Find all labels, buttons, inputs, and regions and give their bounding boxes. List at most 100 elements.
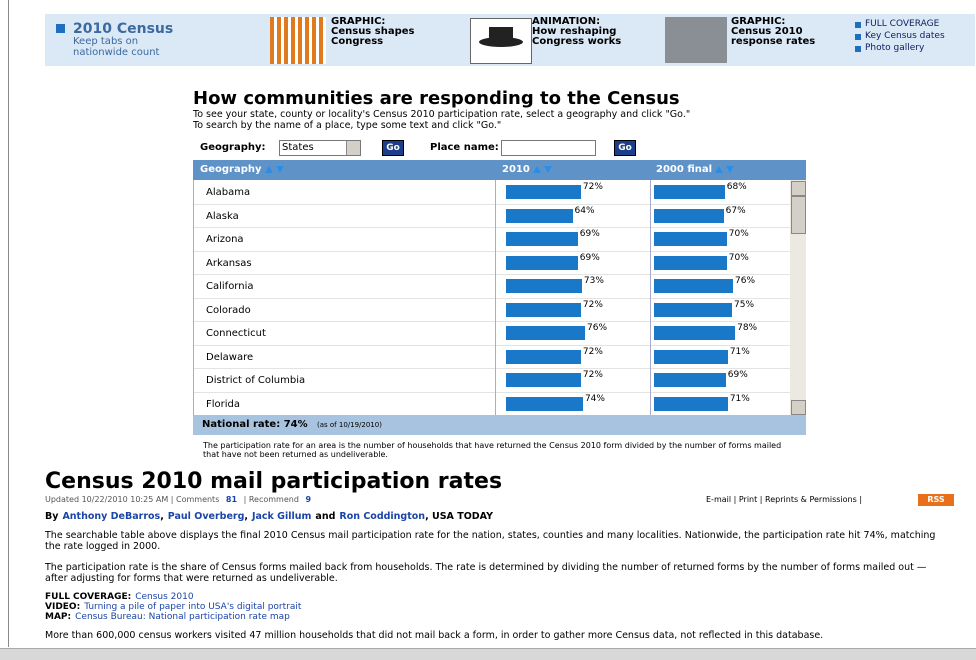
author-link[interactable]: Jack Gillum <box>252 511 311 522</box>
status-strip <box>0 648 976 660</box>
author-link[interactable]: Ron Coddington <box>339 511 425 522</box>
nav-link[interactable]: Photo gallery <box>865 43 924 54</box>
col-divider <box>650 180 651 204</box>
go-button[interactable]: Go <box>382 140 404 156</box>
recommend-label[interactable]: | Recommend <box>244 495 299 504</box>
column-title: 2010 <box>502 164 530 175</box>
byline-text: , USA TODAY <box>425 511 493 522</box>
rate-bar <box>506 350 581 364</box>
rate-label: 71% <box>730 394 750 404</box>
rate-bar <box>654 326 735 340</box>
table-row: District of Columbia72%69% <box>194 368 791 393</box>
column-title: 2000 final <box>656 164 712 175</box>
go-button[interactable]: Go <box>614 140 636 156</box>
col-divider <box>650 321 651 345</box>
rate-bar <box>654 185 725 199</box>
select-arrow[interactable] <box>346 141 360 155</box>
rate-bar <box>654 232 727 246</box>
nav-bullet <box>855 46 861 52</box>
nav-line: response rates <box>731 37 815 47</box>
rate-bar <box>654 209 724 223</box>
recommend-count[interactable]: 9 <box>305 495 311 504</box>
rate-label: 69% <box>728 370 748 380</box>
geography-select[interactable]: States <box>279 140 361 156</box>
col-divider <box>650 204 651 228</box>
col-divider <box>650 227 651 251</box>
headline: Census 2010 mail participation rates <box>45 469 502 494</box>
related-link[interactable]: Census Bureau: National participation ra… <box>75 612 290 622</box>
column-header[interactable]: 2000 final <box>656 164 734 175</box>
col-divider <box>650 298 651 322</box>
col-divider <box>495 274 496 298</box>
widget-note: The participation rate for an area is th… <box>203 441 793 459</box>
table-header: Geography 2010 2000 final <box>193 160 806 180</box>
select-value: States <box>282 142 314 153</box>
rate-label: 72% <box>583 347 603 357</box>
related-line: MAP:Census Bureau: National participatio… <box>45 612 301 622</box>
brand-subtitle: Keep tabs on nationwide count <box>73 36 159 58</box>
rate-label: 73% <box>584 276 604 286</box>
col-divider <box>650 274 651 298</box>
response-thumb[interactable] <box>665 17 727 63</box>
col-divider <box>495 345 496 369</box>
widget-title: How communities are responding to the Ce… <box>193 88 680 109</box>
rate-label: 78% <box>737 323 757 333</box>
geography-name: Arkansas <box>206 258 252 269</box>
col-divider <box>495 392 496 416</box>
animation-thumb[interactable] <box>470 18 532 64</box>
col-divider <box>495 298 496 322</box>
geography-name: Arizona <box>206 234 244 245</box>
place-input[interactable] <box>501 140 596 156</box>
related-line: VIDEO: Turning a pile of paper into USA's… <box>45 602 301 612</box>
instruction: To search by the name of a place, type s… <box>193 120 690 131</box>
rss-button[interactable]: RSS <box>918 494 954 506</box>
rate-bar <box>654 373 726 387</box>
rate-bar <box>506 256 578 270</box>
nav-link[interactable]: Key Census dates <box>865 31 945 42</box>
nav-link[interactable]: FULL COVERAGE <box>865 19 939 30</box>
scroll-up[interactable] <box>791 181 806 196</box>
table-row: Arizona69%70% <box>194 227 791 252</box>
table-row: California73%76% <box>194 274 791 299</box>
comments-count[interactable]: 81 <box>226 495 237 504</box>
column-header[interactable]: Geography <box>200 164 284 175</box>
scroll-down[interactable] <box>791 400 806 415</box>
graphic-thumb[interactable] <box>270 17 326 64</box>
rate-label: 76% <box>587 323 607 333</box>
nav-bullet <box>855 22 861 28</box>
rate-bar <box>506 397 583 411</box>
related-link[interactable]: Census 2010 <box>135 592 193 602</box>
brand-title[interactable]: 2010 Census <box>73 21 173 37</box>
nav-line: Congress <box>331 37 414 47</box>
geography-name: Florida <box>206 399 240 410</box>
geography-name: California <box>206 281 254 292</box>
updated-line: Updated 10/22/2010 10:25 AM | Comments 8… <box>45 495 311 504</box>
rate-label: 71% <box>730 347 750 357</box>
column-header[interactable]: 2010 <box>502 164 552 175</box>
brand-icon <box>56 24 65 33</box>
author-link[interactable]: Anthony DeBarros <box>62 511 160 522</box>
author-link[interactable]: Paul Overberg <box>168 511 245 522</box>
rate-bar <box>506 326 585 340</box>
page: 2010 Census Keep tabs on nationwide coun… <box>0 0 976 659</box>
related-label: VIDEO: <box>45 602 80 612</box>
scroll-thumb[interactable] <box>791 196 806 234</box>
nav-bullet <box>855 34 861 40</box>
rate-label: 69% <box>580 253 600 263</box>
related-link[interactable]: Turning a pile of paper into USA's digit… <box>84 602 301 612</box>
rate-label: 72% <box>583 182 603 192</box>
col-divider <box>650 251 651 275</box>
tools[interactable]: E-mail | Print | Reprints & Permissions … <box>706 495 862 504</box>
rate-label: 72% <box>583 300 603 310</box>
rate-label: 67% <box>726 206 746 216</box>
table-body: Alabama72%68%Alaska64%67%Arizona69%70%Ar… <box>193 180 791 415</box>
scrollbar[interactable] <box>790 180 806 415</box>
geography-name: Colorado <box>206 305 251 316</box>
national-rate: National rate: 74% <box>202 419 308 430</box>
rate-bar <box>506 303 581 317</box>
